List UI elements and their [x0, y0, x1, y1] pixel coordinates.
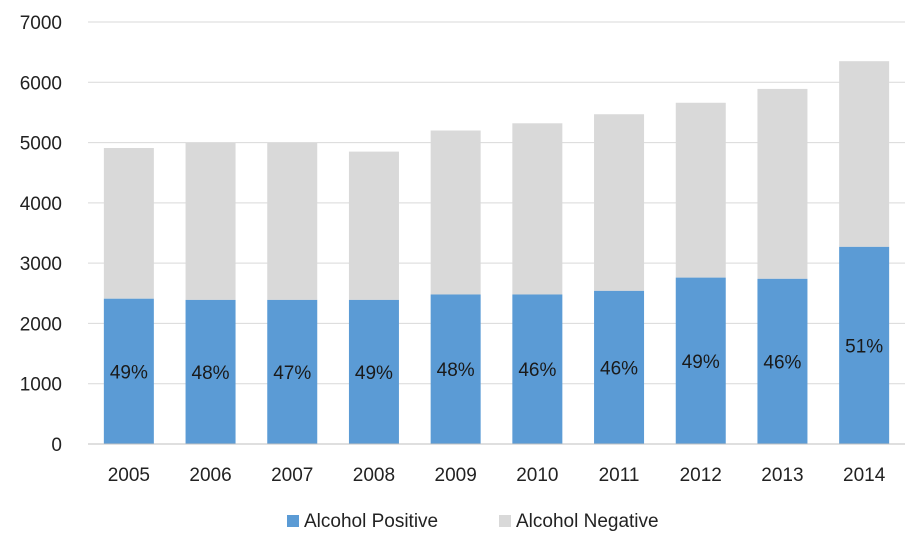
legend-label: Alcohol Negative	[516, 511, 659, 532]
bar-alcohol-positive	[348, 299, 399, 444]
bars	[103, 61, 890, 444]
y-tick-label: 3000	[20, 254, 62, 275]
data-label: 49%	[110, 362, 148, 383]
data-labels: 49% 48% 47% 49% 48% 46% 46% 49% 46% 51%	[110, 336, 883, 384]
data-label: 48%	[192, 363, 230, 384]
bar-alcohol-negative	[185, 142, 236, 300]
x-tick-label: 2014	[843, 465, 886, 486]
x-tick-label: 2010	[516, 465, 558, 486]
legend-label: Alcohol Positive	[304, 511, 438, 532]
y-tick-label: 4000	[20, 194, 62, 215]
x-tick-label: 2005	[108, 465, 150, 486]
bar-alcohol-positive	[185, 299, 236, 444]
bar-alcohol-negative	[675, 102, 726, 278]
data-label: 51%	[845, 336, 883, 357]
y-tick-label: 1000	[20, 375, 62, 396]
bar-alcohol-negative	[839, 61, 890, 247]
bar-alcohol-positive	[430, 294, 481, 444]
x-tick-label: 2007	[271, 465, 313, 486]
bar-alcohol-negative	[430, 130, 481, 295]
x-tick-label: 2009	[435, 465, 477, 486]
data-label: 48%	[437, 360, 475, 381]
bar-alcohol-negative	[512, 123, 563, 295]
bar-alcohol-positive	[512, 294, 563, 444]
data-label: 46%	[763, 352, 801, 373]
x-tick-label: 2008	[353, 465, 395, 486]
x-tick-label: 2006	[189, 465, 231, 486]
y-tick-label: 7000	[20, 13, 62, 34]
x-tick-label: 2011	[599, 465, 640, 486]
legend-swatch	[499, 515, 511, 527]
bar-alcohol-negative	[103, 147, 154, 299]
y-tick-label: 6000	[20, 73, 62, 94]
y-tick-label: 2000	[20, 314, 62, 335]
bar-alcohol-negative	[267, 142, 318, 300]
data-label: 49%	[682, 352, 720, 373]
data-label: 46%	[518, 360, 556, 381]
y-tick-label: 5000	[20, 134, 62, 155]
bar-alcohol-positive	[839, 246, 890, 444]
bar-alcohol-positive	[103, 298, 154, 444]
data-label: 49%	[355, 363, 393, 384]
x-tick-label: 2013	[761, 465, 803, 486]
x-tick-label: 2012	[680, 465, 722, 486]
y-tick-label: 0	[51, 435, 62, 456]
bar-alcohol-positive	[594, 290, 645, 444]
bar-alcohol-negative	[348, 151, 399, 300]
bar-alcohol-positive	[757, 278, 808, 444]
axes: 0 1000 2000 3000 4000 5000 6000 7000 2005 2006 200…	[20, 13, 905, 486]
bar-alcohol-negative	[594, 114, 645, 291]
legend-swatch	[287, 515, 299, 527]
bar-alcohol-positive	[267, 299, 318, 444]
legend: Alcohol Positive Alcohol Negative	[287, 511, 659, 532]
data-label: 47%	[273, 363, 311, 384]
bar-alcohol-positive	[675, 277, 726, 444]
data-label: 46%	[600, 358, 638, 379]
bar-alcohol-negative	[757, 88, 808, 279]
